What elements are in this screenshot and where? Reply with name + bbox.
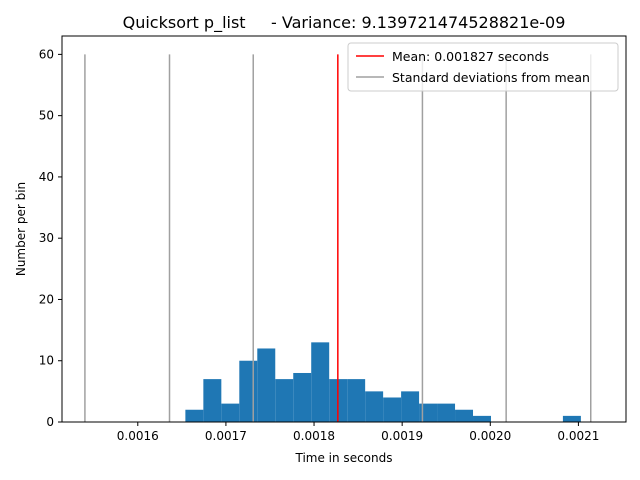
legend-box — [347, 42, 619, 92]
y-axis-ticks: 0 10 20 30 40 50 60 — [39, 47, 62, 429]
y-tick-label: 20 — [39, 292, 54, 306]
y-tick-label: 60 — [39, 47, 54, 61]
reference-lines — [84, 54, 592, 422]
y-tick-label: 50 — [39, 109, 54, 123]
histogram-bar — [401, 391, 420, 422]
histogram-bar — [221, 403, 240, 422]
x-tick-label: 0.0017 — [205, 429, 247, 443]
legend-mean-label: Mean: 0.001827 seconds — [392, 49, 549, 64]
plot-frame — [61, 35, 627, 423]
histogram-bar — [185, 409, 204, 422]
histogram-bar — [437, 403, 456, 422]
x-tick-label: 0.0018 — [293, 429, 335, 443]
x-axis-ticks: 0.0016 0.0017 0.0018 0.0019 0.0020 0.0021 — [117, 422, 599, 443]
x-axis-label: Time in seconds — [295, 451, 393, 465]
histogram-bar — [293, 372, 312, 422]
y-tick-label: 10 — [39, 354, 54, 368]
histogram-bar — [311, 342, 330, 422]
histogram-bars — [185, 342, 581, 422]
histogram-bar — [419, 403, 438, 422]
histogram-bar — [203, 379, 222, 422]
y-tick-label: 30 — [39, 231, 54, 245]
x-tick-label: 0.0016 — [117, 429, 159, 443]
y-tick-label: 0 — [46, 415, 54, 429]
histogram-bar — [455, 409, 474, 422]
histogram-bar — [257, 348, 276, 422]
y-tick-label: 40 — [39, 170, 54, 184]
histogram-bar — [365, 391, 384, 422]
x-tick-label: 0.0019 — [381, 429, 423, 443]
histogram-bar — [473, 415, 491, 422]
legend: Mean: 0.001827 seconds Standard deviatio… — [347, 42, 619, 92]
histogram-bar — [383, 397, 402, 422]
x-tick-label: 0.0020 — [469, 429, 511, 443]
legend-stddev-label: Standard deviations from mean — [392, 70, 590, 85]
histogram-bar — [239, 360, 258, 422]
x-tick-label: 0.0021 — [557, 429, 599, 443]
histogram-bar — [347, 379, 366, 422]
histogram-bar — [562, 415, 581, 422]
chart-title: Quicksort p_list - Variance: 9.139721474… — [123, 13, 566, 33]
histogram-bar — [275, 379, 294, 422]
y-axis-label: Number per bin — [14, 182, 28, 276]
